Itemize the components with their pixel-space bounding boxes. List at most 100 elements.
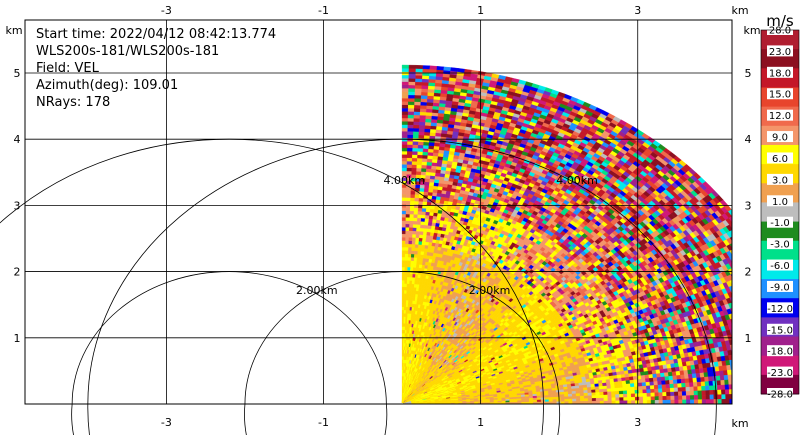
velocity-cell (407, 256, 412, 261)
velocity-cell (428, 78, 437, 84)
velocity-cell (428, 145, 435, 150)
velocity-cell (414, 94, 422, 99)
velocity-cell (401, 140, 408, 145)
velocity-cell (411, 164, 418, 169)
velocity-cell (404, 276, 408, 281)
velocity-cell (425, 168, 432, 173)
velocity-cells (401, 64, 732, 404)
velocity-cell (409, 223, 414, 228)
velocity-cell (401, 74, 410, 79)
velocity-cell (407, 131, 414, 135)
velocity-cell (416, 167, 422, 172)
velocity-cell (407, 121, 415, 126)
velocity-cell (401, 226, 406, 231)
velocity-cell (418, 131, 425, 136)
velocity-cell (401, 150, 408, 155)
velocity-cell (401, 220, 407, 225)
velocity-cell (407, 253, 412, 258)
velocity-cell (422, 197, 428, 203)
velocity-cell (412, 220, 418, 225)
velocity-cell (427, 151, 434, 157)
velocity-cell (401, 101, 409, 106)
velocity-cell (408, 87, 416, 92)
velocity-cell (401, 207, 407, 211)
velocity-cell (429, 65, 438, 70)
velocity-cell (424, 218, 430, 223)
velocity-cell (430, 128, 437, 133)
velocity-cell (404, 260, 409, 264)
velocity-cell (404, 286, 408, 291)
velocity-cell (405, 203, 411, 208)
velocity-cell (401, 130, 408, 135)
velocity-cell (413, 111, 421, 116)
velocity-cell (401, 117, 409, 122)
velocity-cell (405, 220, 410, 225)
velocity-cell (422, 75, 430, 80)
velocity-cell (422, 201, 428, 206)
velocity-cell (403, 313, 407, 317)
velocity-cell (413, 114, 421, 119)
velocity-cell (420, 94, 428, 100)
velocity-cell (405, 236, 410, 241)
velocity-cell (412, 134, 420, 139)
velocity-cell (419, 234, 424, 239)
velocity-cell (406, 276, 411, 281)
velocity-cell (405, 233, 410, 238)
velocity-cell (406, 289, 410, 294)
velocity-cell (413, 253, 418, 258)
velocity-cell (405, 230, 410, 235)
velocity-cell (408, 78, 416, 83)
velocity-cell (426, 98, 434, 103)
velocity-cell (421, 88, 429, 93)
velocity-cell (401, 246, 406, 251)
velocity-cell (401, 81, 409, 86)
velocity-cell (406, 150, 413, 155)
velocity-cell (416, 224, 421, 229)
velocity-cell (416, 161, 423, 166)
velocity-cell (401, 121, 409, 125)
velocity-cell (415, 74, 423, 79)
velocity-cell (417, 154, 423, 159)
velocity-cell (421, 207, 427, 212)
velocity-cell (413, 210, 419, 215)
velocity-cell (416, 157, 423, 162)
velocity-cell (401, 127, 409, 132)
velocity-cell (413, 107, 421, 113)
velocity-cell (412, 141, 419, 146)
velocity-cell (428, 218, 434, 223)
velocity-cell (428, 141, 435, 147)
velocity-cell (416, 220, 422, 225)
velocity-cell (404, 279, 408, 284)
velocity-cell (401, 323, 404, 327)
velocity-cell (405, 223, 410, 228)
velocity-cell (406, 164, 413, 169)
velocity-cell (407, 117, 415, 122)
velocity-cell (408, 68, 417, 73)
velocity-cell (401, 111, 409, 115)
velocity-cell (407, 273, 411, 278)
velocity-cell (401, 147, 408, 152)
velocity-cell (423, 191, 429, 196)
velocity-cell (401, 223, 407, 228)
velocity-cell (401, 91, 409, 96)
velocity-cell (421, 91, 429, 96)
velocity-cell (410, 263, 414, 268)
velocity-cell (414, 88, 422, 93)
velocity-cell (408, 91, 416, 96)
velocity-cell (421, 164, 428, 169)
velocity-cell (419, 111, 427, 116)
velocity-cell (409, 210, 415, 215)
velocity-cell (420, 221, 426, 226)
velocity-cell (421, 161, 428, 166)
velocity-cell (416, 164, 423, 169)
velocity-cell (409, 203, 415, 208)
velocity-cell (424, 128, 431, 133)
velocity-cell (406, 286, 410, 291)
velocity-cell (417, 210, 423, 215)
velocity-cell (419, 230, 424, 236)
velocity-cell (418, 134, 425, 139)
velocity-cell (426, 108, 433, 113)
velocity-cell (419, 108, 427, 113)
velocity-cell (413, 117, 421, 122)
velocity-cell (425, 171, 432, 176)
